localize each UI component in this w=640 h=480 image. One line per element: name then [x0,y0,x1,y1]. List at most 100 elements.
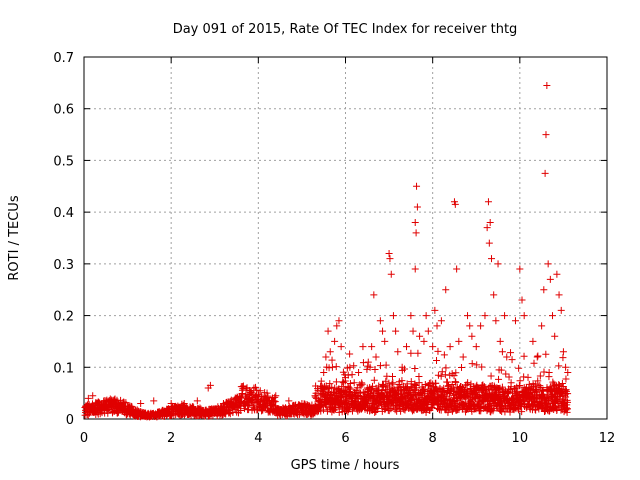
noise-point [371,366,379,374]
data-point [409,327,417,335]
noise-point [346,380,354,388]
data-point [420,337,428,345]
data-point [416,332,424,340]
noise-point [534,352,542,360]
noise-point [245,406,253,414]
data-point [394,348,402,356]
data-point [376,317,384,325]
data-point [477,322,485,330]
data-point [543,81,551,89]
data-point [533,353,541,361]
noise-point [473,361,481,369]
x-tick-label: 6 [341,431,349,446]
noise-point [332,378,340,386]
x-axis-label: GPS time / hours [291,458,400,473]
noise-point [272,402,280,410]
data-point [320,368,328,376]
noise-point [488,405,496,413]
data-point [484,198,492,206]
noise-point [542,350,550,358]
data-point [503,353,511,361]
noise-point [271,393,279,401]
noise-point [452,378,460,386]
data-point [555,291,563,299]
noise-point [239,382,247,390]
noise-point [505,373,513,381]
noise-point [450,372,458,380]
data-point [385,250,393,258]
noise-point [415,379,423,387]
data-point [464,312,472,320]
noise-point [270,397,278,405]
noise-point [252,386,260,394]
data-point [564,368,572,376]
noise-point [352,387,360,395]
data-point [466,322,474,330]
data-point [490,291,498,299]
data-point [137,399,145,407]
noise-point [338,383,346,391]
noise-point [564,398,572,406]
noise-point [437,372,445,380]
data-point [324,327,332,335]
data-point [529,337,537,345]
data-point [481,312,489,320]
noise-point [357,382,365,390]
noise-point [530,359,538,367]
data-point [496,337,504,345]
noise-point [389,379,397,387]
x-tick-label: 8 [429,431,437,446]
noise-point [411,381,419,389]
noise-point [545,369,553,377]
noise-point [518,408,526,416]
data-point [442,286,450,294]
noise-point [478,363,486,371]
noise-point [375,382,383,390]
data-point [486,218,494,226]
data-point [451,200,459,208]
data-point [557,306,565,314]
data-point [559,348,567,356]
data-point [359,343,367,351]
data-point [488,255,496,263]
x-tick-label: 2 [167,431,175,446]
data-point [89,392,97,400]
data-point [403,343,411,351]
noise-point [325,364,333,372]
noise-point [324,385,332,393]
noise-point [236,394,244,402]
data-point [437,317,445,325]
noise-point [244,401,252,409]
x-tick-label: 12 [599,431,616,446]
data-point [520,312,528,320]
noise-point [487,372,495,380]
data-point [411,218,419,226]
y-tick-label: 0.4 [53,206,74,221]
noise-point [256,387,264,395]
data-point [498,348,506,356]
noise-point [438,368,446,376]
data-point [387,270,395,278]
noise-point [127,402,135,410]
noise-point [540,368,548,376]
y-tick-label: 0.5 [53,154,74,169]
noise-point [541,394,549,402]
data-point [549,312,557,320]
data-point [453,265,461,273]
noise-point [261,389,269,397]
noise-point [344,371,352,379]
noise-point [328,383,336,391]
noise-point [401,365,409,373]
noise-point [440,351,448,359]
noise-point [415,372,423,380]
noise-point [516,377,524,385]
noise-point [468,360,476,368]
data-points [81,81,572,421]
noise-point [264,393,272,401]
noise-point [364,358,372,366]
data-point [516,265,524,273]
noise-point [344,406,352,414]
data-point [412,229,420,237]
noise-point [242,385,250,393]
